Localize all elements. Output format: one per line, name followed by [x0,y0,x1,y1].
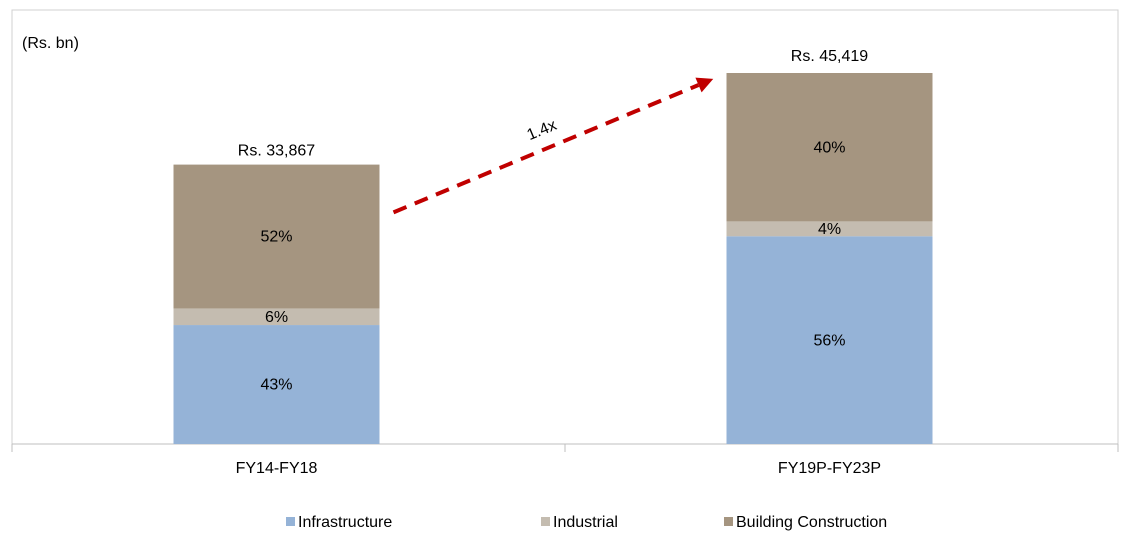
segment-label: 4% [818,221,841,238]
bar-segment [726,221,933,237]
legend-swatch [286,517,295,526]
legend-swatch [724,517,733,526]
segment-label: 56% [813,332,845,349]
legend-label: Infrastructure [298,514,392,531]
legend-label: Industrial [553,514,618,531]
segment-label: 40% [813,139,845,156]
bar-segment [726,236,933,444]
unit-label: (Rs. bn) [22,35,79,52]
x-tick-label: FY19P-FY23P [778,460,881,477]
segment-label: 43% [260,377,292,394]
arrow-head [695,77,714,93]
bar-segment [726,73,933,222]
growth-arrow [392,83,700,215]
bar-segment [173,308,380,326]
total-label: Rs. 33,867 [238,143,315,160]
legend-swatch [541,517,550,526]
legend-label: Building Construction [736,514,887,531]
segment-label: 52% [260,229,292,246]
x-tick-label: FY14-FY18 [236,460,318,477]
segment-label: 6% [265,309,288,326]
annotation: 1.4x [525,117,559,144]
bar-segment [173,325,380,444]
total-label: Rs. 45,419 [791,48,868,65]
bar-segment [173,164,380,309]
